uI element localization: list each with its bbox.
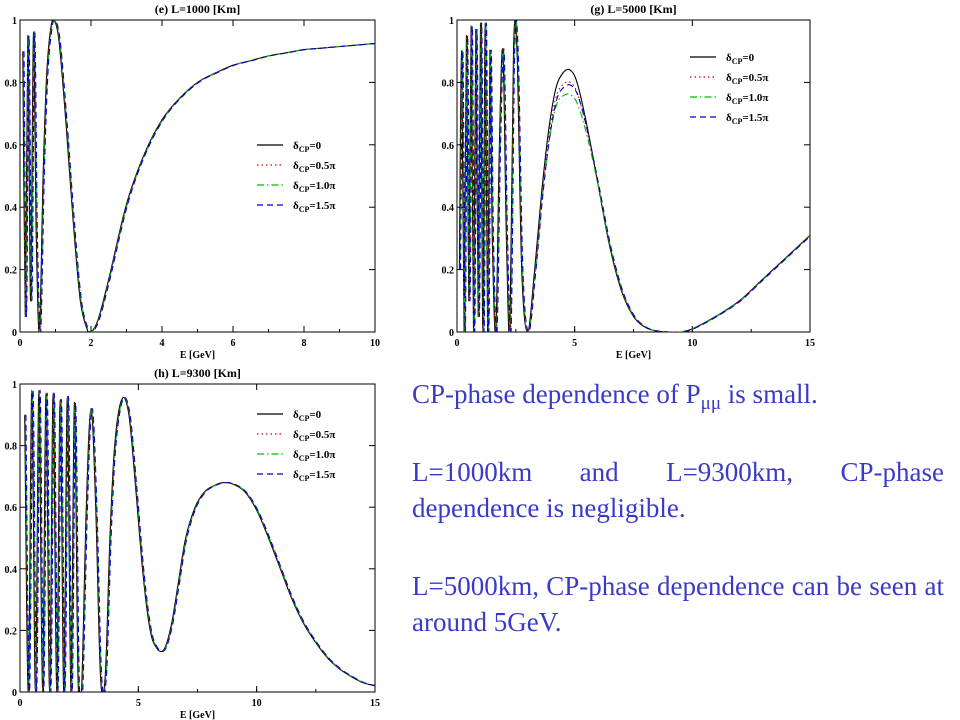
x-tick-label: 0	[18, 338, 23, 349]
chart-title: (e) L=1000 [Km]	[155, 2, 240, 16]
y-tick-label: 0	[12, 688, 17, 699]
y-tick-label: 0	[449, 328, 454, 339]
y-tick-label: 0.4	[5, 565, 18, 576]
x-tick-label: 4	[160, 338, 165, 349]
x-tick-label: 2	[89, 338, 94, 349]
x-axis-label: E [GeV]	[616, 350, 651, 361]
x-tick-label: 15	[805, 338, 815, 349]
y-tick-label: 0.2	[5, 626, 18, 637]
x-axis-label: E [GeV]	[180, 350, 215, 361]
chart-title: (g) L=5000 [Km]	[590, 2, 676, 16]
y-tick-label: 0	[12, 328, 17, 339]
y-tick-label: 1	[449, 16, 454, 27]
note-negligible: L=1000km and L=9300km, CP-phase dependen…	[412, 457, 944, 523]
chart-panel-0: (e) L=1000 [Km] E [GeV] 0 2 4 6 8 10 0 0.2 0.4 0.6 0…	[5, 2, 381, 361]
y-tick-label: 0.6	[5, 141, 18, 152]
chart-panel-2: (h) L=9300 [Km] E [GeV] 0 5 10 15 0 0.2 0.4 0.6 0.…	[5, 366, 381, 720]
y-tick-label: 0.8	[5, 78, 18, 89]
x-tick-label: 10	[370, 338, 380, 349]
y-tick-label: 0.4	[442, 203, 455, 214]
y-tick-label: 0.8	[442, 78, 455, 89]
legend-entry: δCP=1.0π	[726, 92, 768, 106]
x-tick-label: 5	[136, 698, 141, 709]
x-tick-label: 15	[370, 698, 380, 709]
x-tick-label: 8	[302, 338, 307, 349]
x-tick-label: 10	[687, 338, 697, 349]
y-tick-label: 0.2	[442, 266, 455, 277]
legend-entry: δCP=1.5π	[293, 469, 335, 483]
note-5gev: L=5000km, CP-phase dependence can be see…	[412, 571, 944, 637]
chart-title: (h) L=9300 [Km]	[154, 366, 241, 380]
legend-entry: δCP=0	[293, 140, 322, 154]
note-text: CP-phase dependence of P	[412, 379, 701, 409]
plot-frame	[19, 19, 376, 333]
series-line-0	[22, 20, 375, 332]
series-line-2	[23, 20, 375, 332]
y-tick-label: 0.6	[442, 141, 455, 152]
x-tick-label: 6	[231, 338, 236, 349]
y-tick-label: 0.8	[5, 442, 18, 453]
y-tick-label: 1	[12, 16, 17, 27]
y-tick-label: 0.2	[5, 266, 18, 277]
legend-entry: δCP=0	[293, 409, 322, 423]
series-line-3	[460, 20, 810, 332]
legend-entry: δCP=0	[726, 52, 755, 66]
series-line-3	[25, 389, 375, 692]
legend-entry: δCP=0.5π	[726, 72, 768, 86]
y-tick-label: 1	[12, 380, 17, 391]
legend-entry: δCP=1.0π	[293, 449, 335, 463]
x-tick-label: 0	[455, 338, 460, 349]
x-axis-label: E [GeV]	[180, 710, 215, 720]
y-tick-label: 0.6	[5, 503, 18, 514]
legend-entry: δCP=1.5π	[293, 200, 335, 214]
legend: δCP=0 δCP=0.5π δCP=1.0π δCP=1.5π	[257, 409, 335, 483]
x-tick-label: 0	[18, 698, 23, 709]
legend: δCP=0 δCP=0.5π δCP=1.0π δCP=1.5π	[690, 52, 768, 126]
legend-entry: δCP=1.0π	[293, 180, 335, 194]
x-tick-label: 10	[252, 698, 262, 709]
series-line-3	[23, 20, 375, 332]
chart-panel-1: (g) L=5000 [Km] E [GeV] 0 5 10 15 0 0.2 0.4 0.6 0.…	[442, 2, 816, 361]
x-tick-label: 5	[572, 338, 577, 349]
note-cp-small: CP-phase dependence of Pμμ is small.	[412, 376, 944, 422]
legend: δCP=0 δCP=0.5π δCP=1.0π δCP=1.5π	[257, 140, 335, 214]
legend-entry: δCP=0.5π	[293, 160, 335, 174]
y-tick-label: 0.4	[5, 203, 18, 214]
legend-entry: δCP=1.5π	[726, 112, 768, 126]
note-text-end: is small.	[721, 379, 818, 409]
note-subscript: μμ	[700, 393, 722, 414]
legend-entry: δCP=0.5π	[293, 429, 335, 443]
series-line-1	[22, 20, 375, 332]
